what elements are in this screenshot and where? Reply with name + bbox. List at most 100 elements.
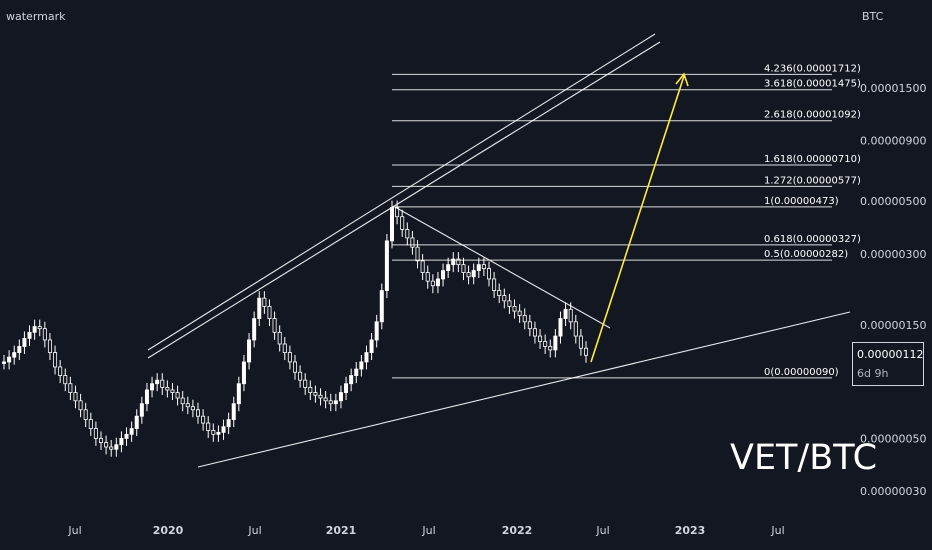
candle-body [104,442,109,448]
candle-body [379,290,384,323]
candle-body [318,394,323,399]
candle-body [471,270,476,278]
candle-body [58,366,63,376]
candle-body [389,207,394,242]
candle-body [231,403,236,420]
candle-body [369,339,374,353]
candle-body [73,392,78,402]
candle-body [543,341,548,347]
candle-body [466,272,471,278]
candle-body [568,308,573,323]
candle-body [456,258,461,266]
candle-body [144,389,149,405]
fib-level-label: 0.5(0.00000282) [764,249,848,260]
support-trendline [197,311,851,468]
candle-body [139,403,144,417]
candle-body [17,346,22,353]
y-tick-label: 0.00000300 [860,248,926,261]
candle-body [420,260,425,273]
fib-level-label: 2.618(0.00001092) [764,110,861,121]
y-tick-label: 0.00000150 [860,319,926,332]
candle-body [170,389,175,393]
fib-level-label: 4.236(0.00001712) [764,63,861,74]
x-tick-label: 2020 [153,524,184,537]
candle-body [22,337,27,347]
candle-body [83,409,88,420]
fib-level-label: 0.618(0.00000327) [764,234,861,245]
candle-body [119,437,124,446]
candle-body [308,387,313,393]
candle-body [441,270,446,280]
candle-body [129,428,134,435]
candle-body [190,406,195,411]
candle-body [252,318,257,341]
candle-body [2,361,7,364]
last-price-value: 0.00000112 [857,348,924,361]
candle-body [497,290,502,296]
candle-body [374,321,379,341]
candle-body [517,310,522,316]
candle-body [405,229,410,239]
candle-body [558,318,563,337]
candle-body [476,264,481,271]
candle-body [93,428,98,439]
candle-body [507,300,512,307]
candle-body [7,356,12,363]
candle-body [359,361,364,370]
candle-body [481,264,486,269]
candle-body [68,383,73,393]
candle-body [216,431,221,435]
candle-body [573,321,578,337]
candle-body [584,347,589,356]
candle-body [415,246,420,262]
candle-body [410,237,415,248]
candle-body [236,383,241,405]
y-tick-label: 0.00000500 [860,195,926,208]
axis-currency-label: BTC [862,10,884,23]
candle-body [12,352,17,358]
candle-body [27,331,32,339]
candle-body [527,321,532,330]
candle-body [47,339,52,353]
y-tick-label: 0.00000030 [860,485,926,498]
candle-body [211,430,216,435]
candle-body [512,306,517,312]
candle-body [344,383,349,393]
fib-level-label: 3.618(0.00001475) [764,79,861,90]
candle-body [384,240,389,291]
candle-body [150,383,155,391]
candle-body [201,415,206,424]
candle-body [354,368,359,376]
candle-body [425,272,430,282]
candle-body [277,331,282,345]
candle-body [338,392,343,402]
candle-body [364,352,369,363]
candle-body [522,314,527,323]
candle-body [282,343,287,353]
candle-body [548,346,553,351]
fib-level-label: 1.272(0.00000577) [764,175,861,186]
candle-countdown: 6d 9h [857,367,889,380]
candle-body [446,264,451,271]
candle-body [109,446,114,450]
candle-body [262,297,267,307]
y-tick-label: 0.00001500 [860,82,926,95]
candle-body [400,216,405,230]
candle-body [272,318,277,333]
y-tick-label: 0.00000900 [860,135,926,148]
candle-body [63,375,68,385]
candle-body [195,409,200,417]
candle-body [247,339,252,363]
last-price-tag: 0.00000112 6d 9h [852,342,924,386]
candle-body [563,308,568,319]
candle-body [134,415,139,429]
candle-body [175,392,180,399]
upper-channel-line-inner [147,41,661,359]
x-axis: Jul 2020 Jul 2021 Jul 2022 Jul 2023 Jul [67,524,784,537]
candle-body [461,264,466,273]
candle-body [32,326,37,333]
target-arrow-head [675,72,689,87]
watermark-text: watermark [6,10,66,23]
candle-body [221,426,226,433]
